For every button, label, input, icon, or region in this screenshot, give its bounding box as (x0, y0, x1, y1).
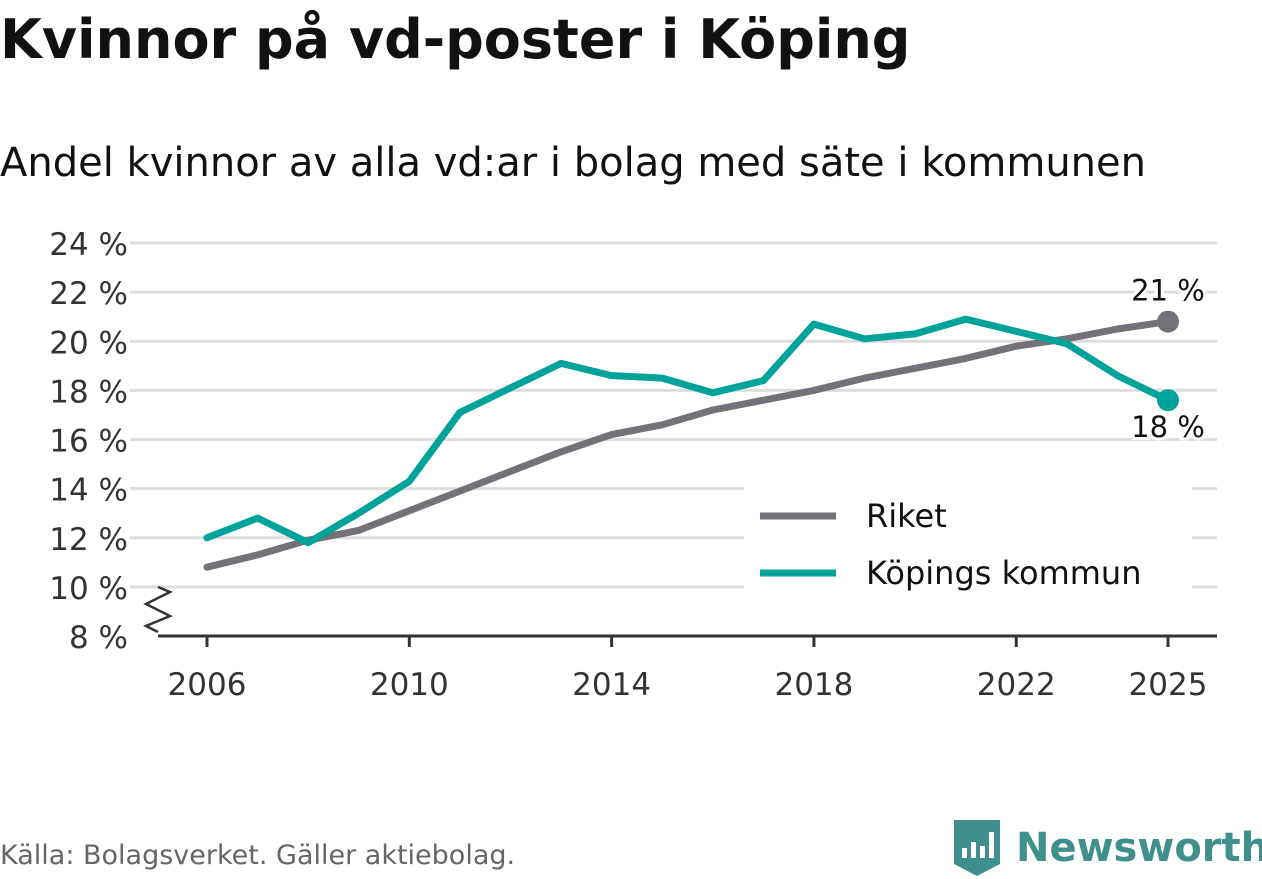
series-lines: 21 % 18 % (203, 271, 1208, 571)
y-tick-label: 12 % (49, 522, 128, 558)
x-tick-label: 2010 (370, 667, 449, 703)
y-axis-ticks: 8 % 10 % 12 % 14 % 16 % 18 % 20 % 22 % 24 % (49, 227, 128, 656)
y-tick-label: 18 % (49, 374, 128, 410)
series-line-kommun (203, 315, 1172, 547)
newsworthy-icon (954, 820, 1000, 876)
chart-title: Kvinnor på vd-poster i Köping (0, 8, 911, 71)
x-tick-label: 2018 (774, 667, 853, 703)
end-point-kommun (1157, 389, 1179, 412)
source-note: Källa: Bolagsverket. Gäller aktiebolag. (0, 840, 516, 871)
x-axis-ticks: 2006 2010 2014 2018 2022 2025 (168, 636, 1208, 703)
y-tick-label: 22 % (49, 276, 128, 312)
x-tick-label: 2025 (1129, 667, 1208, 703)
x-tick-label: 2014 (572, 667, 651, 703)
gridlines (130, 241, 1217, 589)
legend-label-riket: Riket (866, 497, 947, 535)
y-tick-label: 10 % (49, 571, 128, 607)
x-tick-label: 2022 (977, 667, 1056, 703)
end-label-riket: 21 % (1131, 274, 1205, 308)
chart-subtitle: Andel kvinnor av alla vd:ar i bolag med … (0, 140, 1146, 186)
legend: Riket Köpings kommun (744, 487, 1192, 593)
y-tick-label: 8 % (69, 620, 128, 656)
x-axis (142, 585, 1217, 638)
x-tick-label: 2006 (168, 667, 247, 703)
y-tick-label: 14 % (49, 473, 128, 509)
legend-label-kommun: Köpings kommun (866, 554, 1141, 592)
brand-logo[interactable]: Newsworthy (952, 818, 1262, 878)
brand-name: Newsworthy (1016, 825, 1262, 871)
axis-break-icon (142, 585, 174, 634)
series-line-riket (203, 318, 1172, 571)
end-point-riket (1157, 310, 1179, 333)
y-tick-label: 24 % (49, 227, 128, 263)
end-label-kommun: 18 % (1131, 410, 1205, 444)
y-tick-label: 16 % (49, 424, 128, 460)
y-tick-label: 20 % (49, 325, 128, 361)
